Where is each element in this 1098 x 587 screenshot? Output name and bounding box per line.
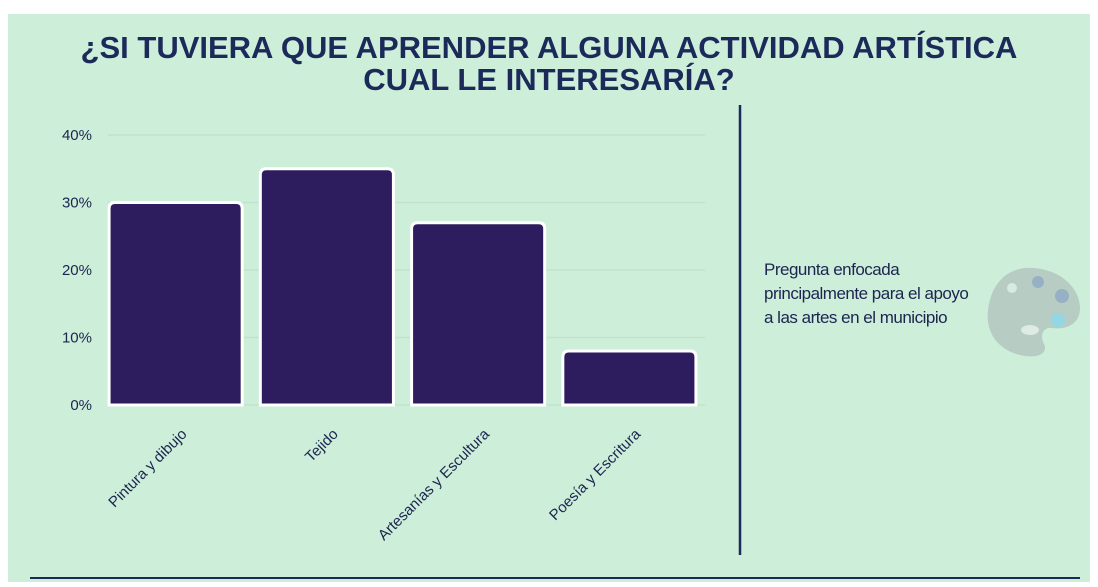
chart-subtitle: CUAL LE INTERESARÍA? [363,62,734,97]
y-tick-label: 10% [62,330,92,347]
y-tick-label: 40% [62,127,92,144]
note: Pregunta enfocada principalmente para el… [764,260,969,327]
palette-icon [987,267,1080,357]
bar [410,221,547,407]
bar [258,167,395,407]
y-tick-label: 20% [62,262,92,279]
chart-title: ¿SI TUVIERA QUE APRENDER ALGUNA ACTIVIDA… [81,30,1018,65]
y-tick-label: 30% [62,195,92,212]
bar [107,201,244,407]
bar [561,349,698,407]
y-tick-label: 0% [70,397,92,414]
